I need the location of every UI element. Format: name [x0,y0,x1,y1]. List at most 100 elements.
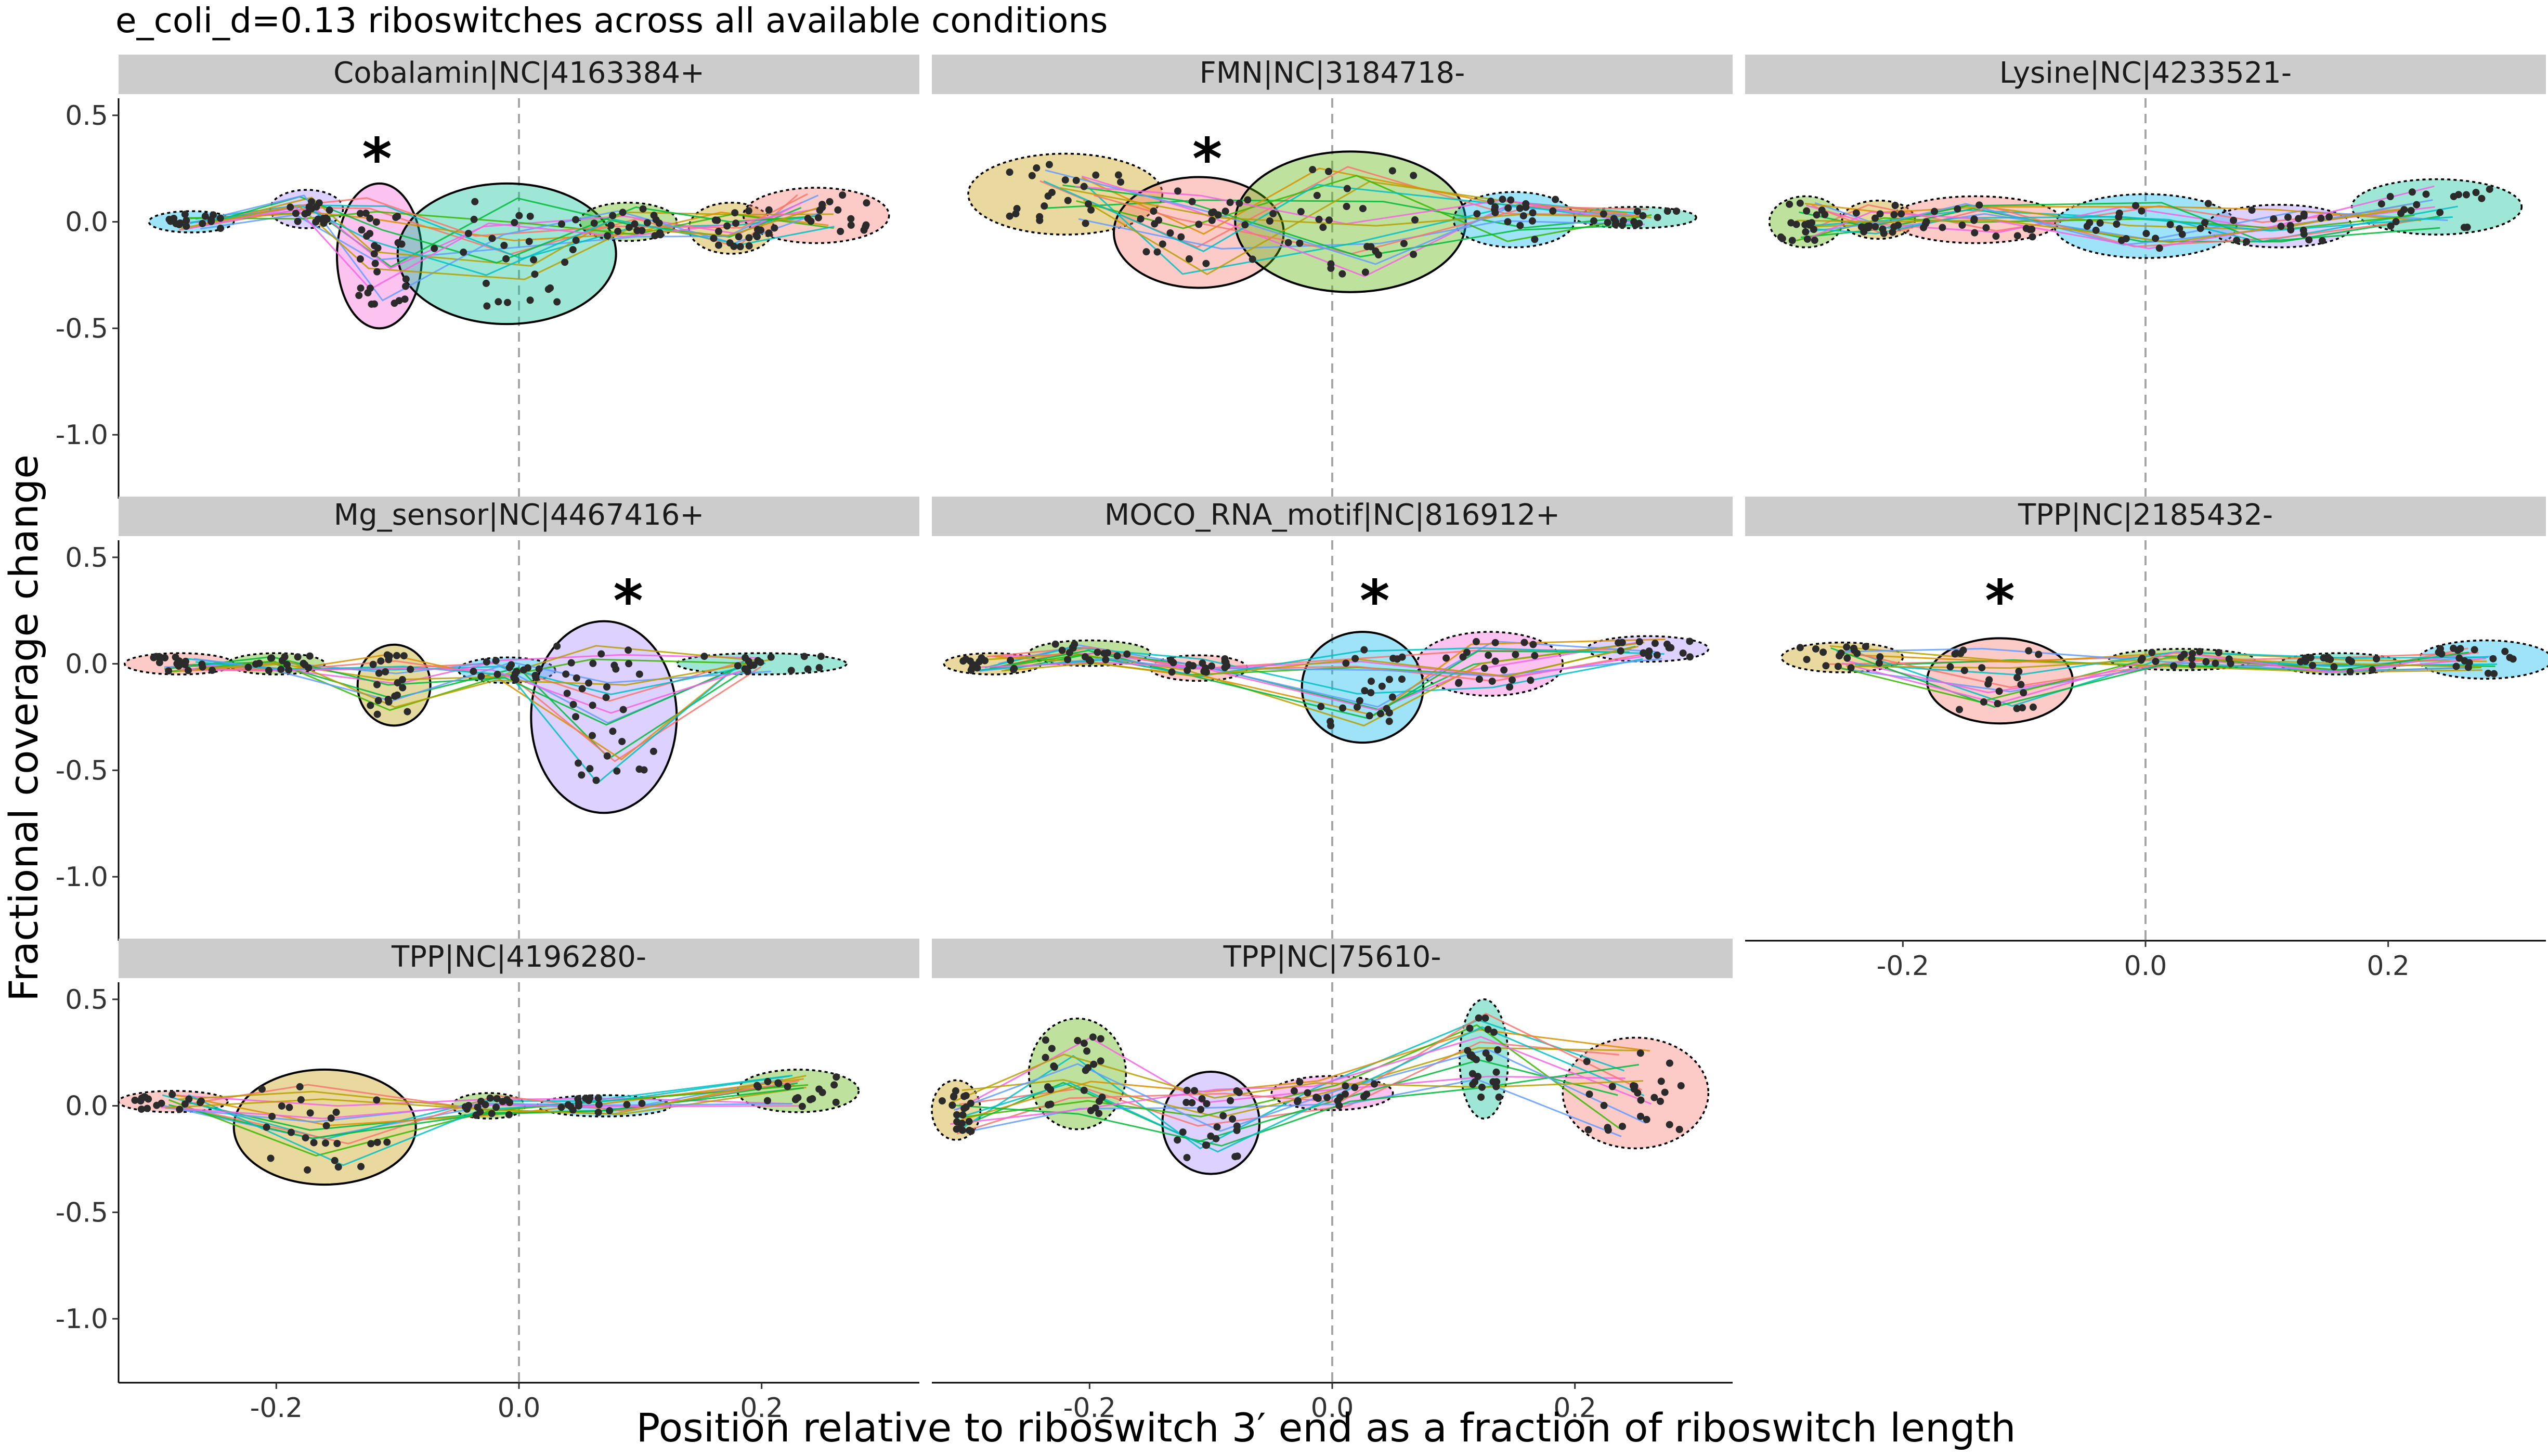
facet-strip [119,55,919,94]
data-point [1657,1077,1665,1085]
data-point [1442,654,1450,662]
data-point [1459,653,1467,661]
data-point [277,666,285,673]
data-point [1491,203,1499,211]
data-point [294,217,302,225]
data-point [962,1091,970,1099]
data-point [1512,651,1519,658]
facet-strip [1745,497,2546,536]
facet-strip [1745,55,2546,94]
data-point [815,664,823,672]
data-point [597,650,605,658]
data-point [404,708,411,716]
data-point [1487,197,1494,205]
data-point [525,238,533,245]
data-point [2202,658,2210,666]
data-point [2305,236,2313,244]
data-point [145,1095,152,1103]
data-point [1475,1014,1483,1022]
data-point [1959,646,1967,654]
data-point [155,659,163,667]
data-point [2177,654,2185,661]
data-point [2501,647,2509,655]
data-point [1184,667,1191,674]
data-point [1296,1078,1304,1086]
data-point [757,658,764,666]
data-point [837,228,844,236]
data-point [1843,654,1851,662]
data-point [649,747,657,755]
data-point [1327,260,1335,268]
data-point [2422,190,2430,198]
y-tick-label: 0.5 [65,542,108,574]
data-point [1939,224,1946,231]
data-point [1480,665,1488,672]
data-point [1343,185,1351,192]
data-point [1922,218,1930,226]
facet-title: FMN|NC|3184718- [1200,56,1465,90]
data-point [263,1123,270,1131]
data-point [1080,1039,1088,1047]
data-point [373,1138,381,1146]
data-point [1504,218,1512,226]
data-point [1244,196,1252,204]
data-point [862,223,869,231]
data-point [569,700,577,708]
data-point [1843,643,1851,651]
data-point [1309,166,1317,174]
data-point [1600,210,1607,218]
data-point [373,1096,381,1104]
data-point [1639,212,1647,219]
data-point [511,219,518,227]
data-point [526,212,534,220]
data-point [1166,229,1174,237]
profile-line [164,656,752,726]
data-point [268,1113,276,1121]
data-point [1208,209,1216,217]
data-point [742,654,749,661]
data-point [745,207,752,215]
data-point [604,232,612,240]
data-point [1231,1153,1239,1161]
data-point [1177,233,1185,241]
data-point [1812,645,1819,653]
data-point [1637,1096,1645,1104]
data-point [557,1103,565,1111]
data-point [1584,1126,1592,1134]
data-point [590,219,598,227]
profile-line [1059,187,1634,227]
data-point [1472,638,1480,645]
data-point [1485,652,1492,659]
data-point [1871,214,1879,222]
y-tick-label: -0.5 [56,1197,108,1228]
profile-line [182,668,742,714]
data-point [1802,228,1810,236]
cluster-ellipse [530,620,678,814]
data-point [1195,220,1203,228]
data-point [732,219,739,227]
data-point [1411,216,1419,224]
data-point [814,214,822,222]
data-point [265,667,272,674]
data-point [734,662,742,670]
data-point [953,1125,960,1133]
data-point [2317,214,2325,222]
data-point [1516,222,1524,229]
data-point [830,1081,838,1089]
data-point [2472,189,2480,197]
data-point [1484,1025,1492,1033]
data-point [1663,207,1671,215]
data-point [1608,1083,1616,1090]
data-point [2386,193,2394,201]
data-point [2025,647,2033,655]
data-point [2509,655,2517,663]
data-point [1097,1057,1104,1065]
data-point [373,710,381,718]
data-point [1880,229,1888,237]
data-point [832,1098,840,1106]
data-point [953,1111,961,1119]
data-point [817,653,825,660]
data-point [726,239,734,247]
data-point [198,660,206,668]
data-point [1064,197,1072,204]
